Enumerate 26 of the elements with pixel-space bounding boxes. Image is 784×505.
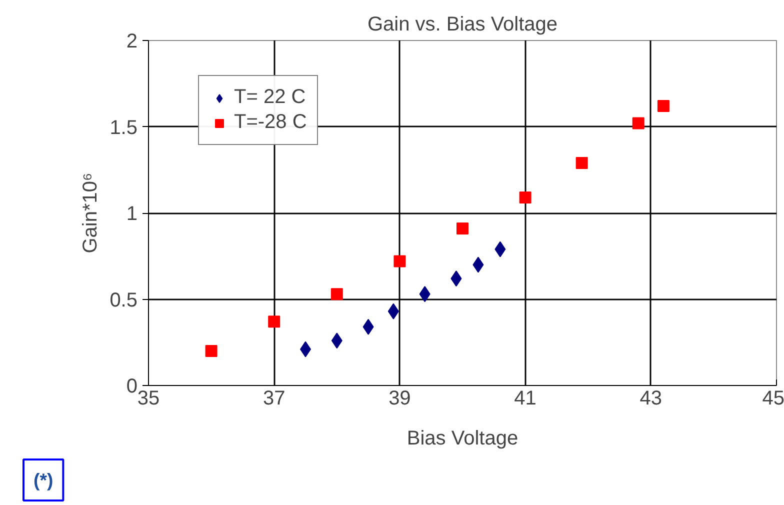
- y-axis-title: Gain*10⁶: [80, 172, 102, 254]
- x-tick-label: 35: [137, 388, 160, 410]
- legend-label: T=-28 C: [234, 111, 307, 134]
- point: [519, 191, 532, 204]
- x-tick-label: 37: [262, 388, 286, 410]
- x-tick-label: 45: [762, 388, 784, 410]
- point: [330, 288, 343, 300]
- legend-label: T= 22 C: [234, 86, 306, 109]
- point: [657, 100, 670, 112]
- x-tick-label: 43: [640, 388, 662, 410]
- point: [394, 255, 406, 268]
- point: [456, 222, 468, 235]
- point: [268, 316, 280, 328]
- x-tick-label: 41: [514, 388, 536, 410]
- text: (*): [34, 470, 54, 490]
- point: [576, 156, 588, 169]
- y-tick-label: 0.5: [110, 289, 138, 312]
- chart-title: Gain vs. Bias Voltage: [367, 14, 558, 36]
- point: [205, 345, 218, 357]
- y-tick-label: 2: [126, 30, 138, 52]
- y-tick-label: 1: [126, 203, 138, 225]
- x-axis-title: Bias Voltage: [406, 428, 518, 450]
- x-tick-label: 39: [388, 388, 411, 410]
- point: [632, 117, 644, 130]
- y-tick-label: 0: [126, 376, 138, 398]
- y-tick-label: 1.5: [110, 116, 138, 139]
